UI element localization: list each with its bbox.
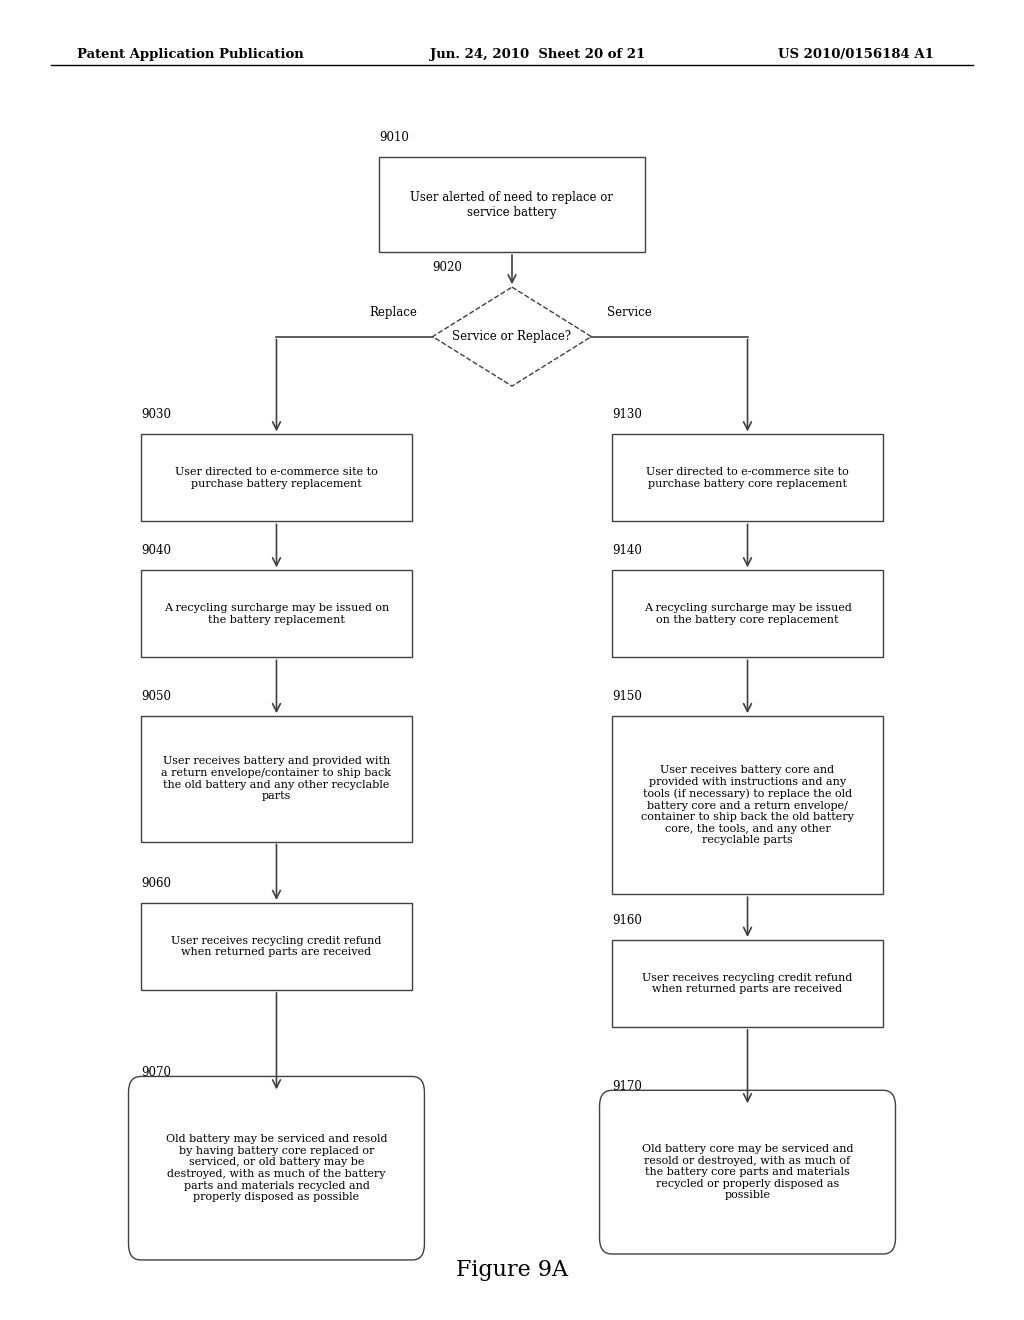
- Text: User receives recycling credit refund
when returned parts are received: User receives recycling credit refund wh…: [642, 973, 853, 994]
- Text: 9030: 9030: [141, 408, 171, 421]
- Bar: [141, 570, 412, 657]
- Text: Jun. 24, 2010  Sheet 20 of 21: Jun. 24, 2010 Sheet 20 of 21: [430, 48, 645, 61]
- Bar: [611, 434, 883, 521]
- Text: User directed to e-commerce site to
purchase battery replacement: User directed to e-commerce site to purc…: [175, 467, 378, 488]
- Text: Replace: Replace: [370, 306, 418, 319]
- Text: 9160: 9160: [611, 913, 642, 927]
- Text: Service: Service: [606, 306, 651, 319]
- Text: 9140: 9140: [611, 544, 642, 557]
- Text: 9070: 9070: [141, 1067, 171, 1080]
- Bar: [611, 570, 883, 657]
- Text: US 2010/0156184 A1: US 2010/0156184 A1: [778, 48, 934, 61]
- Text: 9150: 9150: [611, 690, 642, 702]
- Text: 9060: 9060: [141, 876, 171, 890]
- Text: 9010: 9010: [379, 131, 409, 144]
- Text: Old battery core may be serviced and
resold or destroyed, with as much of
the ba: Old battery core may be serviced and res…: [642, 1144, 853, 1200]
- Bar: [141, 434, 412, 521]
- Text: 9050: 9050: [141, 690, 171, 704]
- Text: User receives battery and provided with
a return envelope/container to ship back: User receives battery and provided with …: [162, 756, 391, 801]
- Bar: [611, 940, 883, 1027]
- Text: 9020: 9020: [432, 261, 463, 275]
- Text: A recycling surcharge may be issued on
the battery replacement: A recycling surcharge may be issued on t…: [164, 603, 389, 624]
- Bar: [141, 903, 412, 990]
- Text: 9170: 9170: [611, 1080, 642, 1093]
- FancyBboxPatch shape: [129, 1077, 425, 1259]
- Text: Figure 9A: Figure 9A: [456, 1259, 568, 1280]
- Text: 9130: 9130: [611, 408, 642, 421]
- Text: Patent Application Publication: Patent Application Publication: [77, 48, 303, 61]
- Text: A recycling surcharge may be issued
on the battery core replacement: A recycling surcharge may be issued on t…: [643, 603, 852, 624]
- Text: User alerted of need to replace or
service battery: User alerted of need to replace or servi…: [411, 190, 613, 219]
- Bar: [379, 157, 645, 252]
- Text: User receives recycling credit refund
when returned parts are received: User receives recycling credit refund wh…: [171, 936, 382, 957]
- Bar: [141, 715, 412, 842]
- Polygon shape: [432, 288, 592, 385]
- Text: Service or Replace?: Service or Replace?: [453, 330, 571, 343]
- Text: 9040: 9040: [141, 544, 171, 557]
- Text: Old battery may be serviced and resold
by having battery core replaced or
servic: Old battery may be serviced and resold b…: [166, 1134, 387, 1203]
- Text: User receives battery core and
provided with instructions and any
tools (if nece: User receives battery core and provided …: [641, 766, 854, 845]
- Bar: [611, 715, 883, 895]
- Text: User directed to e-commerce site to
purchase battery core replacement: User directed to e-commerce site to purc…: [646, 467, 849, 488]
- FancyBboxPatch shape: [599, 1090, 895, 1254]
